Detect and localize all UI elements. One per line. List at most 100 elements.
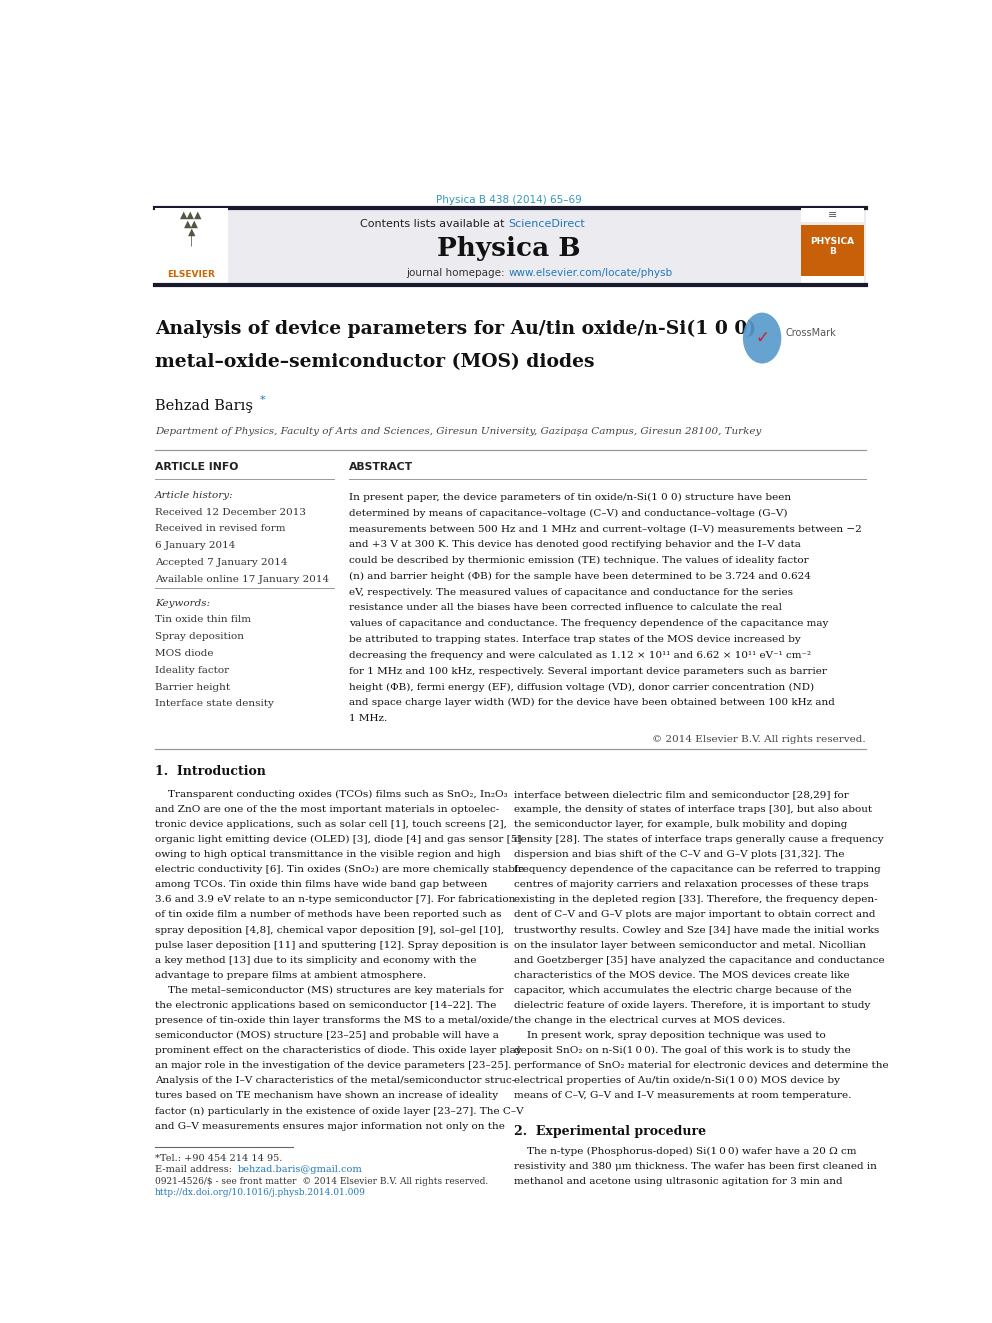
Text: metal–oxide–semiconductor (MOS) diodes: metal–oxide–semiconductor (MOS) diodes	[155, 353, 594, 372]
Text: Received 12 December 2013: Received 12 December 2013	[155, 508, 306, 517]
Text: could be described by thermionic emission (TE) technique. The values of ideality: could be described by thermionic emissio…	[349, 556, 808, 565]
Text: The metal–semiconductor (MS) structures are key materials for: The metal–semiconductor (MS) structures …	[155, 986, 503, 995]
Text: Spray deposition: Spray deposition	[155, 632, 244, 642]
Text: height (ΦB), fermi energy (EF), diffusion voltage (VD), donor carrier concentrat: height (ΦB), fermi energy (EF), diffusio…	[349, 683, 814, 692]
Text: ≡: ≡	[827, 209, 837, 220]
Text: performance of SnO₂ material for electronic devices and determine the: performance of SnO₂ material for electro…	[514, 1061, 889, 1070]
Text: journal homepage:: journal homepage:	[407, 267, 509, 278]
Text: prominent effect on the characteristics of diode. This oxide layer play: prominent effect on the characteristics …	[155, 1046, 522, 1056]
Text: characteristics of the MOS device. The MOS devices create like: characteristics of the MOS device. The M…	[514, 971, 849, 980]
Text: 1.  Introduction: 1. Introduction	[155, 766, 266, 778]
Bar	[801, 275, 864, 284]
Text: ELSEVIER: ELSEVIER	[168, 270, 215, 279]
Text: © 2014 Elsevier B.V. All rights reserved.: © 2014 Elsevier B.V. All rights reserved…	[653, 734, 866, 744]
Text: electric conductivity [6]. Tin oxides (SnO₂) are more chemically stable: electric conductivity [6]. Tin oxides (S…	[155, 865, 524, 875]
Text: the electronic applications based on semiconductor [14–22]. The: the electronic applications based on sem…	[155, 1002, 496, 1009]
Text: Available online 17 January 2014: Available online 17 January 2014	[155, 576, 329, 583]
Text: trustworthy results. Cowley and Sze [34] have made the initial works: trustworthy results. Cowley and Sze [34]…	[514, 926, 879, 934]
Text: the change in the electrical curves at MOS devices.: the change in the electrical curves at M…	[514, 1016, 785, 1025]
Text: among TCOs. Tin oxide thin films have wide band gap between: among TCOs. Tin oxide thin films have wi…	[155, 880, 487, 889]
Text: (n) and barrier height (ΦB) for the sample have been determined to be 3.724 and : (n) and barrier height (ΦB) for the samp…	[349, 572, 811, 581]
Text: semiconductor (MOS) structure [23–25] and probable will have a: semiconductor (MOS) structure [23–25] an…	[155, 1031, 499, 1040]
Text: Physica B 438 (2014) 65–69: Physica B 438 (2014) 65–69	[435, 194, 581, 205]
Text: Accepted 7 January 2014: Accepted 7 January 2014	[155, 558, 288, 568]
Text: determined by means of capacitance–voltage (C–V) and conductance–voltage (G–V): determined by means of capacitance–volta…	[349, 508, 788, 517]
Text: ABSTRACT: ABSTRACT	[349, 462, 414, 472]
Text: ✓: ✓	[755, 329, 769, 347]
Text: factor (n) particularly in the existence of oxide layer [23–27]. The C–V: factor (n) particularly in the existence…	[155, 1106, 524, 1115]
Text: Behzad Barış: Behzad Barış	[155, 400, 253, 413]
Text: Tin oxide thin film: Tin oxide thin film	[155, 615, 251, 624]
Text: Interface state density: Interface state density	[155, 700, 274, 708]
Text: density [28]. The states of interface traps generally cause a frequency: density [28]. The states of interface tr…	[514, 835, 884, 844]
Text: Ideality factor: Ideality factor	[155, 665, 229, 675]
Text: Analysis of the I–V characteristics of the metal/semiconductor struc-: Analysis of the I–V characteristics of t…	[155, 1077, 515, 1085]
Text: Contents lists available at: Contents lists available at	[360, 220, 509, 229]
Text: on the insulator layer between semiconductor and metal. Nicollian: on the insulator layer between semicondu…	[514, 941, 866, 950]
Text: dispersion and bias shift of the C–V and G–V plots [31,32]. The: dispersion and bias shift of the C–V and…	[514, 851, 844, 859]
Text: Barrier height: Barrier height	[155, 683, 230, 692]
Text: Article history:: Article history:	[155, 491, 233, 500]
Text: http://dx.doi.org/10.1016/j.physb.2014.01.009: http://dx.doi.org/10.1016/j.physb.2014.0…	[155, 1188, 366, 1197]
Circle shape	[743, 312, 782, 364]
Text: presence of tin-oxide thin layer transforms the MS to a metal/oxide/: presence of tin-oxide thin layer transfo…	[155, 1016, 513, 1025]
Text: interface between dielectric film and semiconductor [28,29] for: interface between dielectric film and se…	[514, 790, 848, 799]
Text: values of capacitance and conductance. The frequency dependence of the capacitan: values of capacitance and conductance. T…	[349, 619, 828, 628]
Text: 2.  Experimental procedure: 2. Experimental procedure	[514, 1125, 706, 1138]
Text: Analysis of device parameters for Au/tin oxide/n-Si(1 0 0): Analysis of device parameters for Au/tin…	[155, 320, 756, 337]
Text: *: *	[260, 396, 266, 405]
Text: resistance under all the biases have been corrected influence to calculate the r: resistance under all the biases have bee…	[349, 603, 783, 613]
Text: organic light emitting device (OLED) [3], diode [4] and gas sensor [5]: organic light emitting device (OLED) [3]…	[155, 835, 521, 844]
Text: Department of Physics, Faculty of Arts and Sciences, Giresun University, Gazipaş: Department of Physics, Faculty of Arts a…	[155, 427, 761, 435]
Text: Keywords:: Keywords:	[155, 598, 210, 607]
Text: an major role in the investigation of the device parameters [23–25].: an major role in the investigation of th…	[155, 1061, 511, 1070]
Text: be attributed to trapping states. Interface trap states of the MOS device increa: be attributed to trapping states. Interf…	[349, 635, 801, 644]
Text: means of C–V, G–V and I–V measurements at room temperature.: means of C–V, G–V and I–V measurements a…	[514, 1091, 851, 1101]
Bar	[155, 208, 866, 284]
Text: www.elsevier.com/locate/physb: www.elsevier.com/locate/physb	[509, 267, 673, 278]
Text: spray deposition [4,8], chemical vapor deposition [9], sol–gel [10],: spray deposition [4,8], chemical vapor d…	[155, 926, 504, 934]
Text: E-mail address:: E-mail address:	[155, 1166, 235, 1175]
Text: PHYSICA
B: PHYSICA B	[810, 237, 854, 257]
Text: In present paper, the device parameters of tin oxide/n-Si(1 0 0) structure have : In present paper, the device parameters …	[349, 493, 792, 501]
Bar	[801, 225, 864, 283]
Text: deposit SnO₂ on n-Si(1 0 0). The goal of this work is to study the: deposit SnO₂ on n-Si(1 0 0). The goal of…	[514, 1046, 850, 1056]
Text: of tin oxide film a number of methods have been reported such as: of tin oxide film a number of methods ha…	[155, 910, 501, 919]
Text: tures based on TE mechanism have shown an increase of ideality: tures based on TE mechanism have shown a…	[155, 1091, 498, 1101]
Text: advantage to prepare films at ambient atmosphere.: advantage to prepare films at ambient at…	[155, 971, 426, 980]
Text: electrical properties of Au/tin oxide/n-Si(1 0 0) MOS device by: electrical properties of Au/tin oxide/n-…	[514, 1077, 840, 1085]
Text: and G–V measurements ensures major information not only on the: and G–V measurements ensures major infor…	[155, 1122, 505, 1131]
Text: ARTICLE INFO: ARTICLE INFO	[155, 462, 238, 472]
Text: The n-type (Phosphorus-doped) Si(1 0 0) wafer have a 20 Ω cm: The n-type (Phosphorus-doped) Si(1 0 0) …	[514, 1147, 856, 1156]
Text: existing in the depleted region [33]. Therefore, the frequency depen-: existing in the depleted region [33]. Th…	[514, 896, 877, 905]
Text: eV, respectively. The measured values of capacitance and conductance for the ser: eV, respectively. The measured values of…	[349, 587, 794, 597]
Text: and +3 V at 300 K. This device has denoted good rectifying behavior and the I–V : and +3 V at 300 K. This device has denot…	[349, 540, 802, 549]
Text: example, the density of states of interface traps [30], but also about: example, the density of states of interf…	[514, 804, 872, 814]
Text: tronic device applications, such as solar cell [1], touch screens [2],: tronic device applications, such as sola…	[155, 820, 507, 830]
Text: Received in revised form: Received in revised form	[155, 524, 286, 533]
Text: Physica B: Physica B	[436, 235, 580, 261]
Text: and space charge layer width (WD) for the device have been obtained between 100 : and space charge layer width (WD) for th…	[349, 699, 835, 708]
Text: owing to high optical transmittance in the visible region and high: owing to high optical transmittance in t…	[155, 851, 500, 859]
Bar	[155, 208, 228, 284]
Text: pulse laser deposition [11] and sputtering [12]. Spray deposition is: pulse laser deposition [11] and sputteri…	[155, 941, 508, 950]
Text: for 1 MHz and 100 kHz, respectively. Several important device parameters such as: for 1 MHz and 100 kHz, respectively. Sev…	[349, 667, 827, 676]
Text: ▲▲▲
▲▲
▲
|: ▲▲▲ ▲▲ ▲ |	[180, 210, 202, 246]
Text: Transparent conducting oxides (TCOs) films such as SnO₂, In₂O₃: Transparent conducting oxides (TCOs) fil…	[155, 790, 507, 799]
Text: ScienceDirect: ScienceDirect	[509, 220, 585, 229]
Bar	[801, 208, 864, 221]
Text: behzad.baris@gmail.com: behzad.baris@gmail.com	[238, 1166, 362, 1175]
Text: and ZnO are one of the the most important materials in optoelec-: and ZnO are one of the the most importan…	[155, 804, 499, 814]
Text: 6 January 2014: 6 January 2014	[155, 541, 235, 550]
Text: MOS diode: MOS diode	[155, 650, 213, 658]
Text: the semiconductor layer, for example, bulk mobility and doping: the semiconductor layer, for example, bu…	[514, 820, 847, 830]
Text: a key method [13] due to its simplicity and economy with the: a key method [13] due to its simplicity …	[155, 955, 476, 964]
Text: methanol and acetone using ultrasonic agitation for 3 min and: methanol and acetone using ultrasonic ag…	[514, 1177, 842, 1187]
Text: dielectric feature of oxide layers. Therefore, it is important to study: dielectric feature of oxide layers. Ther…	[514, 1002, 870, 1009]
Text: resistivity and 380 μm thickness. The wafer has been first cleaned in: resistivity and 380 μm thickness. The wa…	[514, 1163, 877, 1171]
Text: measurements between 500 Hz and 1 MHz and current–voltage (I–V) measurements bet: measurements between 500 Hz and 1 MHz an…	[349, 524, 862, 533]
Text: and Goetzberger [35] have analyzed the capacitance and conductance: and Goetzberger [35] have analyzed the c…	[514, 955, 885, 964]
Text: 0921-4526/$ - see front matter  © 2014 Elsevier B.V. All rights reserved.: 0921-4526/$ - see front matter © 2014 El…	[155, 1177, 488, 1187]
Text: decreasing the frequency and were calculated as 1.12 × 10¹¹ and 6.62 × 10¹¹ eV⁻¹: decreasing the frequency and were calcul…	[349, 651, 811, 660]
Text: *Tel.: +90 454 214 14 95.: *Tel.: +90 454 214 14 95.	[155, 1154, 282, 1163]
